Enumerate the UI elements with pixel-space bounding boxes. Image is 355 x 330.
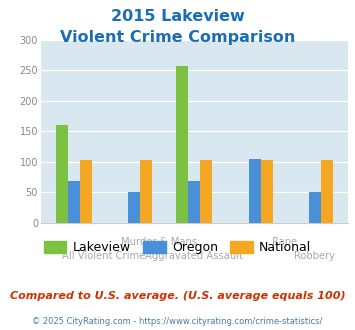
Bar [80, 160, 92, 223]
Bar [261, 160, 273, 223]
Bar [128, 192, 140, 223]
Text: Rape: Rape [272, 237, 297, 247]
Legend: Lakeview, Oregon, National: Lakeview, Oregon, National [39, 236, 316, 259]
Text: Murder & Mans...: Murder & Mans... [121, 237, 207, 247]
Text: All Violent Crime: All Violent Crime [62, 251, 146, 261]
Text: Violent Crime Comparison: Violent Crime Comparison [60, 30, 295, 45]
Text: 2015 Lakeview: 2015 Lakeview [111, 9, 244, 24]
Text: © 2025 CityRating.com - https://www.cityrating.com/crime-statistics/: © 2025 CityRating.com - https://www.city… [32, 317, 323, 326]
Bar [140, 160, 152, 223]
Bar [321, 160, 333, 223]
Text: Compared to U.S. average. (U.S. average equals 100): Compared to U.S. average. (U.S. average … [10, 291, 345, 301]
Text: Robbery: Robbery [294, 251, 335, 261]
Bar [189, 181, 200, 223]
Bar [176, 66, 189, 223]
Bar [200, 160, 212, 223]
Bar [56, 125, 68, 223]
Bar [248, 159, 261, 223]
Bar [68, 181, 80, 223]
Text: Aggravated Assault: Aggravated Assault [145, 251, 244, 261]
Bar [309, 192, 321, 223]
